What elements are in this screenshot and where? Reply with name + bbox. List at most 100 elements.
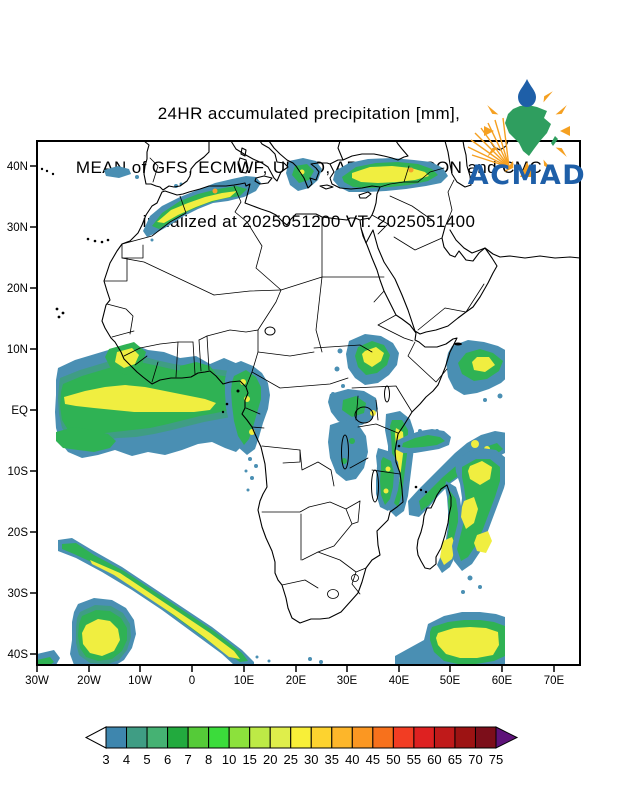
colorbar-value: 6 — [164, 752, 171, 767]
latitude-axis: 40N 30N 20N 10N EQ 10S 20S 30S 40S — [7, 161, 37, 661]
colorbar-segment — [187, 726, 210, 749]
colorbar-value: 15 — [242, 752, 256, 767]
colorbar-value: 5 — [143, 752, 150, 767]
colorbar-value: 65 — [448, 752, 462, 767]
colorbar-value: 40 — [345, 752, 359, 767]
colorbar-segment — [249, 726, 271, 749]
colorbar-value: 10 — [222, 752, 236, 767]
colorbar-segment — [167, 726, 189, 749]
madagascar-coastline — [416, 484, 452, 570]
colorbar-value: 35 — [325, 752, 339, 767]
lon-label: 20E — [286, 675, 307, 687]
colorbar-value: 7 — [184, 752, 191, 767]
lon-label: 30E — [337, 675, 358, 687]
colorbar-segment — [105, 726, 128, 749]
islands — [40, 167, 462, 494]
colorbar-segment — [310, 726, 333, 749]
africa-coastline — [101, 182, 458, 624]
colorbar-segment — [372, 726, 394, 749]
country-borders — [103, 157, 485, 599]
colorbar-segment — [126, 726, 148, 749]
africa-silhouette-icon — [505, 105, 551, 156]
lat-label: 10S — [8, 466, 29, 478]
madagascar-silhouette-icon — [551, 136, 558, 146]
colorbar-segment — [331, 726, 353, 749]
ring-triangle-icon — [560, 126, 570, 136]
acmad-logo-text: ACMAD — [468, 160, 586, 191]
colorbar-segment — [351, 726, 374, 749]
acmad-logo: ACMAD — [467, 79, 586, 191]
lon-label: 30W — [25, 675, 49, 687]
colorbar: 3 4 5 6 7 8 10 15 20 25 30 35 40 45 50 55 60 65 70 75 — [84, 726, 519, 767]
lat-label: 10N — [7, 344, 28, 356]
iran-coastline — [449, 229, 581, 259]
ring-triangle-icon — [487, 147, 499, 157]
precipitation-shading — [38, 158, 505, 665]
triangle-ring-icon — [484, 91, 570, 177]
italy-coastline — [230, 140, 289, 182]
lon-label: 40E — [389, 675, 410, 687]
colorbar-value: 8 — [205, 752, 212, 767]
lon-label: 50E — [440, 675, 461, 687]
colorbar-value: 75 — [489, 752, 503, 767]
water-droplet-icon — [518, 79, 536, 107]
longitude-axis: 30W 20W 10W 0 10E 20E 30E 40E 50E 60E 70E — [25, 665, 565, 687]
lon-label: 10W — [128, 675, 152, 687]
lon-label: 70E — [544, 675, 565, 687]
balkans-coastline — [268, 140, 344, 189]
colorbar-segment — [474, 726, 497, 749]
ring-triangle-icon — [504, 160, 514, 173]
turkey-levant-coastline — [329, 163, 381, 221]
colorbar-segment — [413, 726, 435, 749]
lat-label: 20N — [7, 283, 28, 295]
colorbar-segment — [392, 726, 415, 749]
lakes — [264, 326, 390, 503]
colorbar-value: 45 — [366, 752, 380, 767]
caspian-coastline — [444, 140, 472, 188]
colorbar-segment — [208, 726, 230, 749]
iberia-coastline — [143, 140, 210, 191]
lon-label: 60E — [492, 675, 513, 687]
colorbar-value: 20 — [263, 752, 277, 767]
colorbar-value: 30 — [304, 752, 318, 767]
colorbar-segment — [146, 726, 169, 749]
lat-label: EQ — [11, 405, 28, 417]
ring-triangle-icon — [555, 147, 567, 157]
colorbar-segment — [269, 726, 292, 749]
black-sea-coastline — [342, 140, 409, 161]
ring-triangle-icon — [487, 105, 499, 115]
colorbar-segment — [433, 726, 456, 749]
ring-triangle-icon — [543, 159, 553, 171]
lon-label: 20W — [77, 675, 101, 687]
colorbar-value: 55 — [407, 752, 421, 767]
sun-rays-icon — [467, 117, 510, 168]
lon-label: 10E — [234, 675, 255, 687]
ring-triangle-icon — [555, 105, 567, 115]
lat-label: 30N — [7, 222, 28, 234]
lat-label: 40S — [8, 649, 29, 661]
title-line-1: 24HR accumulated precipitation [mm], — [157, 104, 461, 123]
colorbar-underflow-arrow — [84, 726, 107, 749]
map-frame — [36, 140, 581, 666]
ring-triangle-icon — [484, 126, 494, 136]
colorbar-value: 60 — [427, 752, 441, 767]
colorbar-segment — [454, 726, 476, 749]
coastlines — [101, 140, 581, 624]
ring-triangle-icon — [520, 162, 534, 177]
lat-label: 40N — [7, 161, 28, 173]
colorbar-segment — [290, 726, 312, 749]
colorbar-value: 50 — [386, 752, 400, 767]
ring-triangle-icon — [543, 91, 553, 103]
colorbar-overflow-arrow — [495, 726, 519, 749]
lon-label: 0 — [189, 675, 195, 687]
arabia-coastline — [360, 226, 498, 335]
colorbar-value: 70 — [468, 752, 482, 767]
colorbar-value: 25 — [284, 752, 298, 767]
colorbar-value: 3 — [102, 752, 109, 767]
lat-label: 20S — [8, 527, 29, 539]
lat-label: 30S — [8, 588, 29, 600]
colorbar-segment — [228, 726, 251, 749]
colorbar-value: 4 — [123, 752, 130, 767]
